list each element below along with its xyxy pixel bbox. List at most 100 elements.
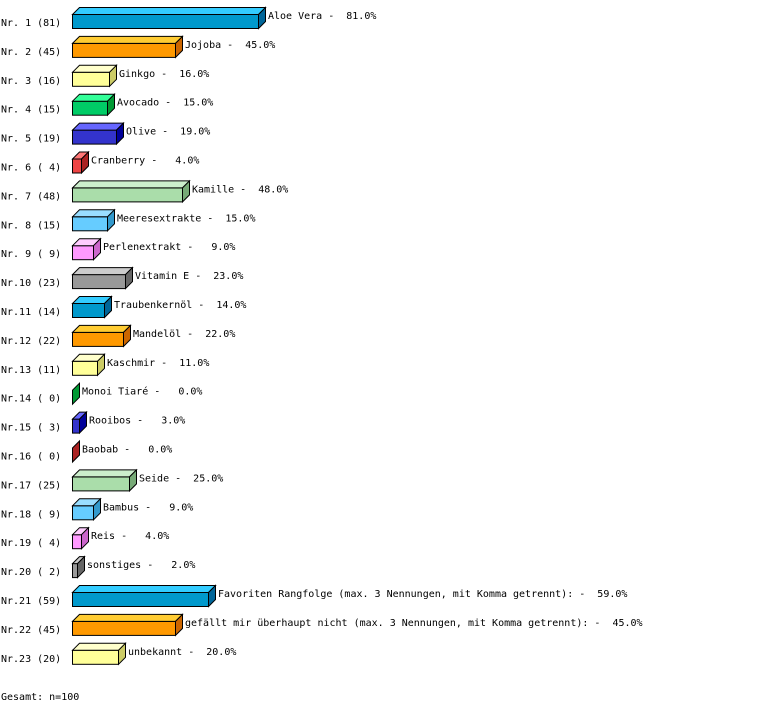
bar-front — [72, 534, 82, 550]
rank-label: Nr.18 ( 9) — [1, 509, 61, 520]
value-label: Bambus - 9.0% — [103, 502, 193, 513]
bar-chart: Nr. 1 (81) Aloe Vera - 81.0% Nr. 2 (45) Joj… — [1, 6, 643, 666]
bar-top — [71, 613, 184, 622]
value-label: Kamille - 48.0% — [192, 184, 288, 195]
value-label: Baobab - 0.0% — [82, 445, 172, 456]
value-label: Rooibos - 3.0% — [89, 416, 185, 427]
rank-label: Nr.15 ( 3) — [1, 423, 61, 434]
bar-top — [71, 122, 125, 131]
value-label: Vitamin E - 23.0% — [135, 271, 243, 282]
bar-side — [125, 266, 133, 290]
bar-side — [208, 584, 216, 608]
bar-side — [72, 439, 80, 464]
rank-label: Nr.17 (25) — [1, 480, 61, 491]
bar-side — [81, 526, 89, 550]
bar-side — [107, 208, 115, 233]
value-label: Favoriten Rangfolge (max. 3 Nennungen, m… — [218, 589, 627, 600]
value-label: Olive - 19.0% — [126, 127, 210, 138]
bar-side — [77, 555, 85, 579]
bar-front — [72, 245, 94, 261]
bar-side — [97, 353, 105, 377]
value-label: Aloe Vera - 81.0% — [268, 11, 376, 22]
value-label: Ginkgo - 16.0% — [119, 69, 209, 80]
bar-front — [72, 14, 259, 29]
bar-side — [109, 64, 117, 88]
bar-front — [72, 476, 130, 492]
bar-side — [116, 121, 124, 146]
bar-front — [72, 505, 94, 521]
bar-side — [81, 150, 89, 175]
rank-label: Nr. 2 (45) — [1, 47, 61, 58]
rank-label: Nr. 7 (48) — [1, 191, 61, 202]
bar-top — [71, 267, 134, 276]
rank-label: Nr.11 (14) — [1, 307, 61, 318]
bar-front — [72, 360, 98, 376]
bar-front — [72, 158, 82, 174]
bar-side — [107, 92, 115, 117]
rank-label: Nr.22 (45) — [1, 625, 61, 636]
bar-top — [71, 469, 138, 478]
bar-front — [72, 563, 78, 579]
rank-label: Nr. 5 (19) — [1, 134, 61, 145]
bar-front — [72, 331, 124, 347]
bar-front — [72, 303, 105, 318]
bar-front — [72, 592, 209, 607]
rank-label: Nr.19 ( 4) — [1, 538, 61, 549]
value-label: Cranberry - 4.0% — [91, 156, 199, 167]
rank-label: Nr. 6 ( 4) — [1, 163, 61, 174]
bar-front — [72, 129, 117, 145]
value-label: Traubenkernöl - 14.0% — [114, 300, 246, 311]
value-label: Perlenextrakt - 9.0% — [103, 242, 235, 253]
bar-top — [71, 7, 267, 15]
bar-side — [182, 179, 190, 204]
value-label: sonstiges - 2.0% — [87, 560, 195, 571]
bar-side — [175, 35, 183, 59]
bar-side — [129, 468, 137, 493]
bar-side — [118, 642, 126, 666]
value-label: Avocado - 15.0% — [117, 98, 213, 109]
bar-side — [104, 295, 112, 319]
bar-side — [79, 410, 87, 435]
value-label: gefällt mir überhaupt nicht (max. 3 Nenn… — [185, 618, 643, 629]
rank-label: Nr.16 ( 0) — [1, 452, 61, 463]
rank-label: Nr. 3 (16) — [1, 76, 61, 87]
bar-top — [71, 585, 217, 593]
bar-side — [93, 237, 101, 261]
bar-top — [71, 35, 184, 44]
value-label: Mandelöl - 22.0% — [133, 329, 235, 340]
rank-label: Nr.13 (11) — [1, 365, 61, 376]
bar-top — [71, 180, 191, 189]
bar-side — [93, 497, 101, 522]
value-label: Monoi Tiaré - 0.0% — [82, 386, 202, 398]
bar-top — [71, 324, 132, 333]
rank-label: Nr.12 (22) — [1, 336, 61, 347]
value-label: Kaschmir - 11.0% — [107, 358, 209, 369]
rank-label: Nr. 1 (81) — [1, 18, 61, 29]
rank-label: Nr. 9 ( 9) — [1, 249, 61, 260]
bar-front — [72, 100, 108, 116]
rank-label: Nr.20 ( 2) — [1, 567, 61, 578]
bar-front — [72, 216, 108, 232]
value-label: Seide - 25.0% — [139, 473, 223, 484]
bar-side — [123, 324, 131, 348]
value-label: Jojoba - 45.0% — [185, 40, 275, 51]
total-count: Gesamt: n=100 — [1, 692, 80, 703]
bar-front — [72, 71, 110, 87]
rank-label: Nr. 8 (15) — [1, 220, 61, 231]
bar-front — [72, 42, 176, 58]
bar-front — [72, 418, 80, 434]
bar-front — [72, 274, 126, 290]
value-label: Meeresextrakte - 15.0% — [117, 213, 255, 224]
bar-side — [175, 613, 183, 637]
value-label: unbekannt - 20.0% — [128, 647, 236, 658]
bar-front — [72, 649, 119, 665]
rank-label: Nr. 4 (15) — [1, 105, 61, 116]
bar-front — [72, 187, 183, 203]
rank-label: Nr.14 ( 0) — [1, 394, 61, 405]
bar-side — [72, 381, 80, 406]
value-label: Reis - 4.0% — [91, 531, 169, 542]
bar-side — [258, 6, 266, 30]
bar-front — [72, 620, 176, 636]
rank-label: Nr.10 (23) — [1, 278, 61, 289]
bar-top — [71, 642, 127, 651]
